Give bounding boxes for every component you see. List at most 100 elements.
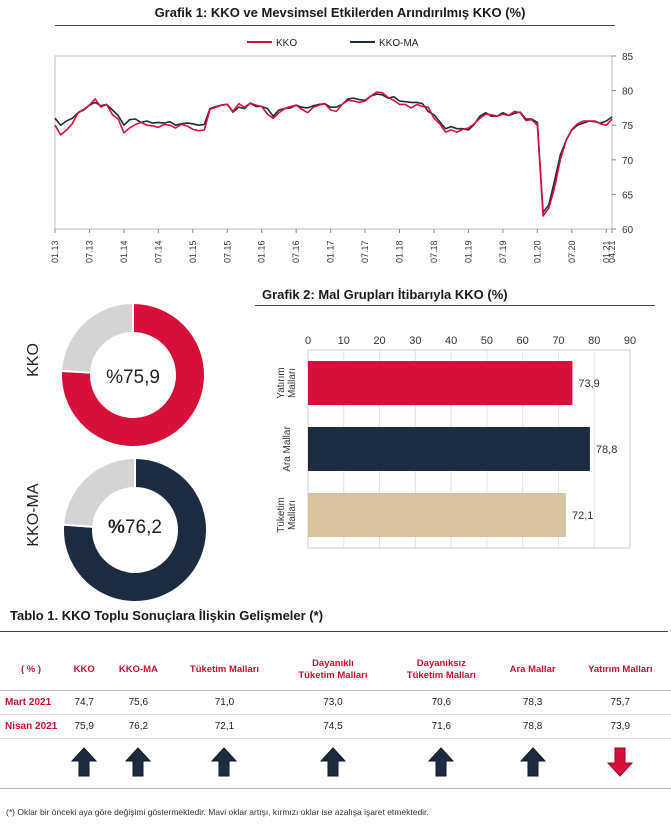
table-row: Nisan 2021 75,9 76,2 72,1 74,5 71,6 78,8… [0, 714, 671, 739]
x-tick-label: 01.14 [119, 240, 129, 263]
legend-label: KKO-MA [379, 38, 419, 49]
arrow-up-icon [71, 746, 98, 776]
bar-0 [308, 361, 573, 405]
donut-kko-center-label: %75,9 [106, 367, 160, 388]
table-cell: 73,9 [569, 714, 671, 739]
y-tick-label: 65 [622, 190, 634, 201]
x-tick-label: 01.19 [463, 240, 473, 263]
series-line-kko [54, 91, 613, 217]
x-tick-label: 40 [445, 335, 457, 347]
arrow-up-icon [211, 746, 238, 776]
x-tick-label: 07.16 [291, 240, 301, 263]
chart2-title-rule [255, 305, 655, 306]
x-tick-label: 20 [373, 335, 385, 347]
table-cell: 75,9 [62, 714, 107, 739]
y-tick-label: 75 [622, 121, 634, 132]
developments-table: ( % ) KKO KKO-MA Tüketim Malları Dayanık… [0, 650, 671, 789]
chart2-title: Grafik 2: Mal Grupları İtibarıyla KKO (%… [262, 287, 508, 302]
arrow-up-icon [519, 746, 546, 776]
arrow-up-icon [125, 746, 152, 776]
donut-kkoma: %76,2 [62, 456, 208, 603]
x-tick-label: 80 [588, 335, 600, 347]
table-cell: 75,6 [106, 690, 171, 715]
x-tick-label: 07.19 [498, 240, 508, 263]
col-header-dayaniksiz: Dayanıksız Tüketim Malları [387, 650, 496, 691]
row-label: Mart 2021 [0, 690, 62, 715]
x-tick-label: 07.15 [222, 240, 232, 263]
table-cell: 74,7 [62, 690, 107, 715]
col-header-dayanikli: Dayanıklı Tüketim Malları [278, 650, 388, 691]
chart1-title-rule [55, 25, 615, 26]
footnote: (*) Oklar bir önceki aya göre değişimi g… [6, 807, 429, 817]
legend-label: KKO [276, 38, 297, 49]
y-tick-label: 70 [622, 156, 634, 167]
table-cell: 71,6 [387, 714, 496, 739]
col-header-kko: KKO [62, 650, 107, 691]
x-tick-label: 01.18 [395, 240, 405, 263]
table-title: Tablo 1. KKO Toplu Sonuçlara İlişkin Gel… [10, 608, 324, 623]
col-header-tuketim: Tüketim Malları [170, 650, 279, 691]
table-header-row: ( % ) KKO KKO-MA Tüketim Malları Dayanık… [0, 650, 671, 691]
arrow-down-icon [607, 747, 634, 777]
x-tick-label: 30 [409, 335, 421, 347]
x-tick-label: 07.14 [153, 240, 163, 263]
x-tick-label: 07.20 [567, 240, 577, 263]
x-tick-label: 01.20 [532, 240, 542, 263]
line-chart: 85 80 75 70 65 60 01.13 07.13 01.14 07.14 01.15 07.… [50, 38, 634, 263]
x-tick-label: 01.13 [50, 240, 60, 263]
category-label: TüketimMalları [276, 497, 298, 533]
y-tick-label: 80 [622, 87, 634, 98]
donut-kkoma-slice-1 [62, 456, 136, 528]
table-cell: 70,6 [387, 690, 496, 715]
x-tick-label: 04.21 [607, 240, 617, 263]
x-tick-label: 90 [624, 335, 636, 347]
table-cell: 78,3 [495, 690, 570, 715]
plot-frame [54, 55, 613, 230]
svg-text:KKO: KKO [25, 343, 42, 377]
donut-kkoma-center-label: %76,2 [108, 517, 162, 538]
donut-kkoma-label: KKO-MA [25, 483, 42, 546]
series-line-kko-ma [54, 93, 613, 214]
x-tick-label: 07.17 [360, 240, 370, 263]
category-label: YatırımMalları [276, 367, 298, 398]
table-row: Mart 2021 74,7 75,6 71,0 73,0 70,6 78,3 … [0, 690, 671, 715]
x-tick-label: 07.13 [84, 240, 94, 263]
arrow-up-icon [428, 746, 455, 776]
x-tick-label: 07.18 [429, 240, 439, 263]
donut-kko-slice-1 [60, 301, 134, 374]
table-title-rule [0, 631, 668, 632]
col-header-ara: Ara Mallar [495, 650, 570, 691]
table-corner-header: ( % ) [0, 650, 62, 691]
x-tick-label: 01.21 [601, 240, 611, 263]
table-cell: 71,0 [170, 690, 279, 715]
arrow-up-icon [319, 746, 347, 776]
chart1-title: Grafik 1: KKO ve Mevsimsel Etkilerden Ar… [154, 5, 526, 20]
table-cell: 73,0 [278, 690, 388, 715]
svg-text:KKO-MA: KKO-MA [25, 483, 42, 546]
table-cell: 72,1 [170, 714, 279, 739]
donut-kko: %75,9 [60, 301, 206, 448]
bar-value-label: 72,1 [572, 510, 593, 522]
donut-kkoma-slice-0 [62, 456, 208, 603]
y-tick-label: 85 [622, 52, 634, 63]
row-label: Nisan 2021 [0, 714, 62, 739]
x-tick-label: 60 [517, 335, 529, 347]
arrow-row [0, 738, 671, 789]
col-header-yatirim: Yatırım Malları [569, 650, 671, 691]
table-cell: 76,2 [106, 714, 171, 739]
bar-chart: 0 10 20 30 40 50 60 70 80 90 73,9 YatırımMalları 78,… [276, 335, 636, 549]
x-tick-label: 01.15 [188, 240, 198, 263]
donut-kko-slice-0 [60, 301, 206, 448]
y-tick-label: 60 [622, 225, 634, 236]
x-tick-label: 0 [305, 335, 311, 347]
x-tick-label: 50 [481, 335, 493, 347]
table-cell: 75,7 [569, 690, 671, 715]
col-header-kko-ma: KKO-MA [106, 650, 171, 691]
bar-1 [308, 427, 590, 471]
x-tick-label: 01.16 [257, 240, 267, 263]
bar-value-label: 73,9 [578, 378, 599, 390]
table-cell: 78,8 [495, 714, 570, 739]
category-label: Ara Mallar [282, 426, 293, 472]
x-tick-label: 70 [552, 335, 564, 347]
donut-kko-label: KKO [25, 343, 42, 377]
